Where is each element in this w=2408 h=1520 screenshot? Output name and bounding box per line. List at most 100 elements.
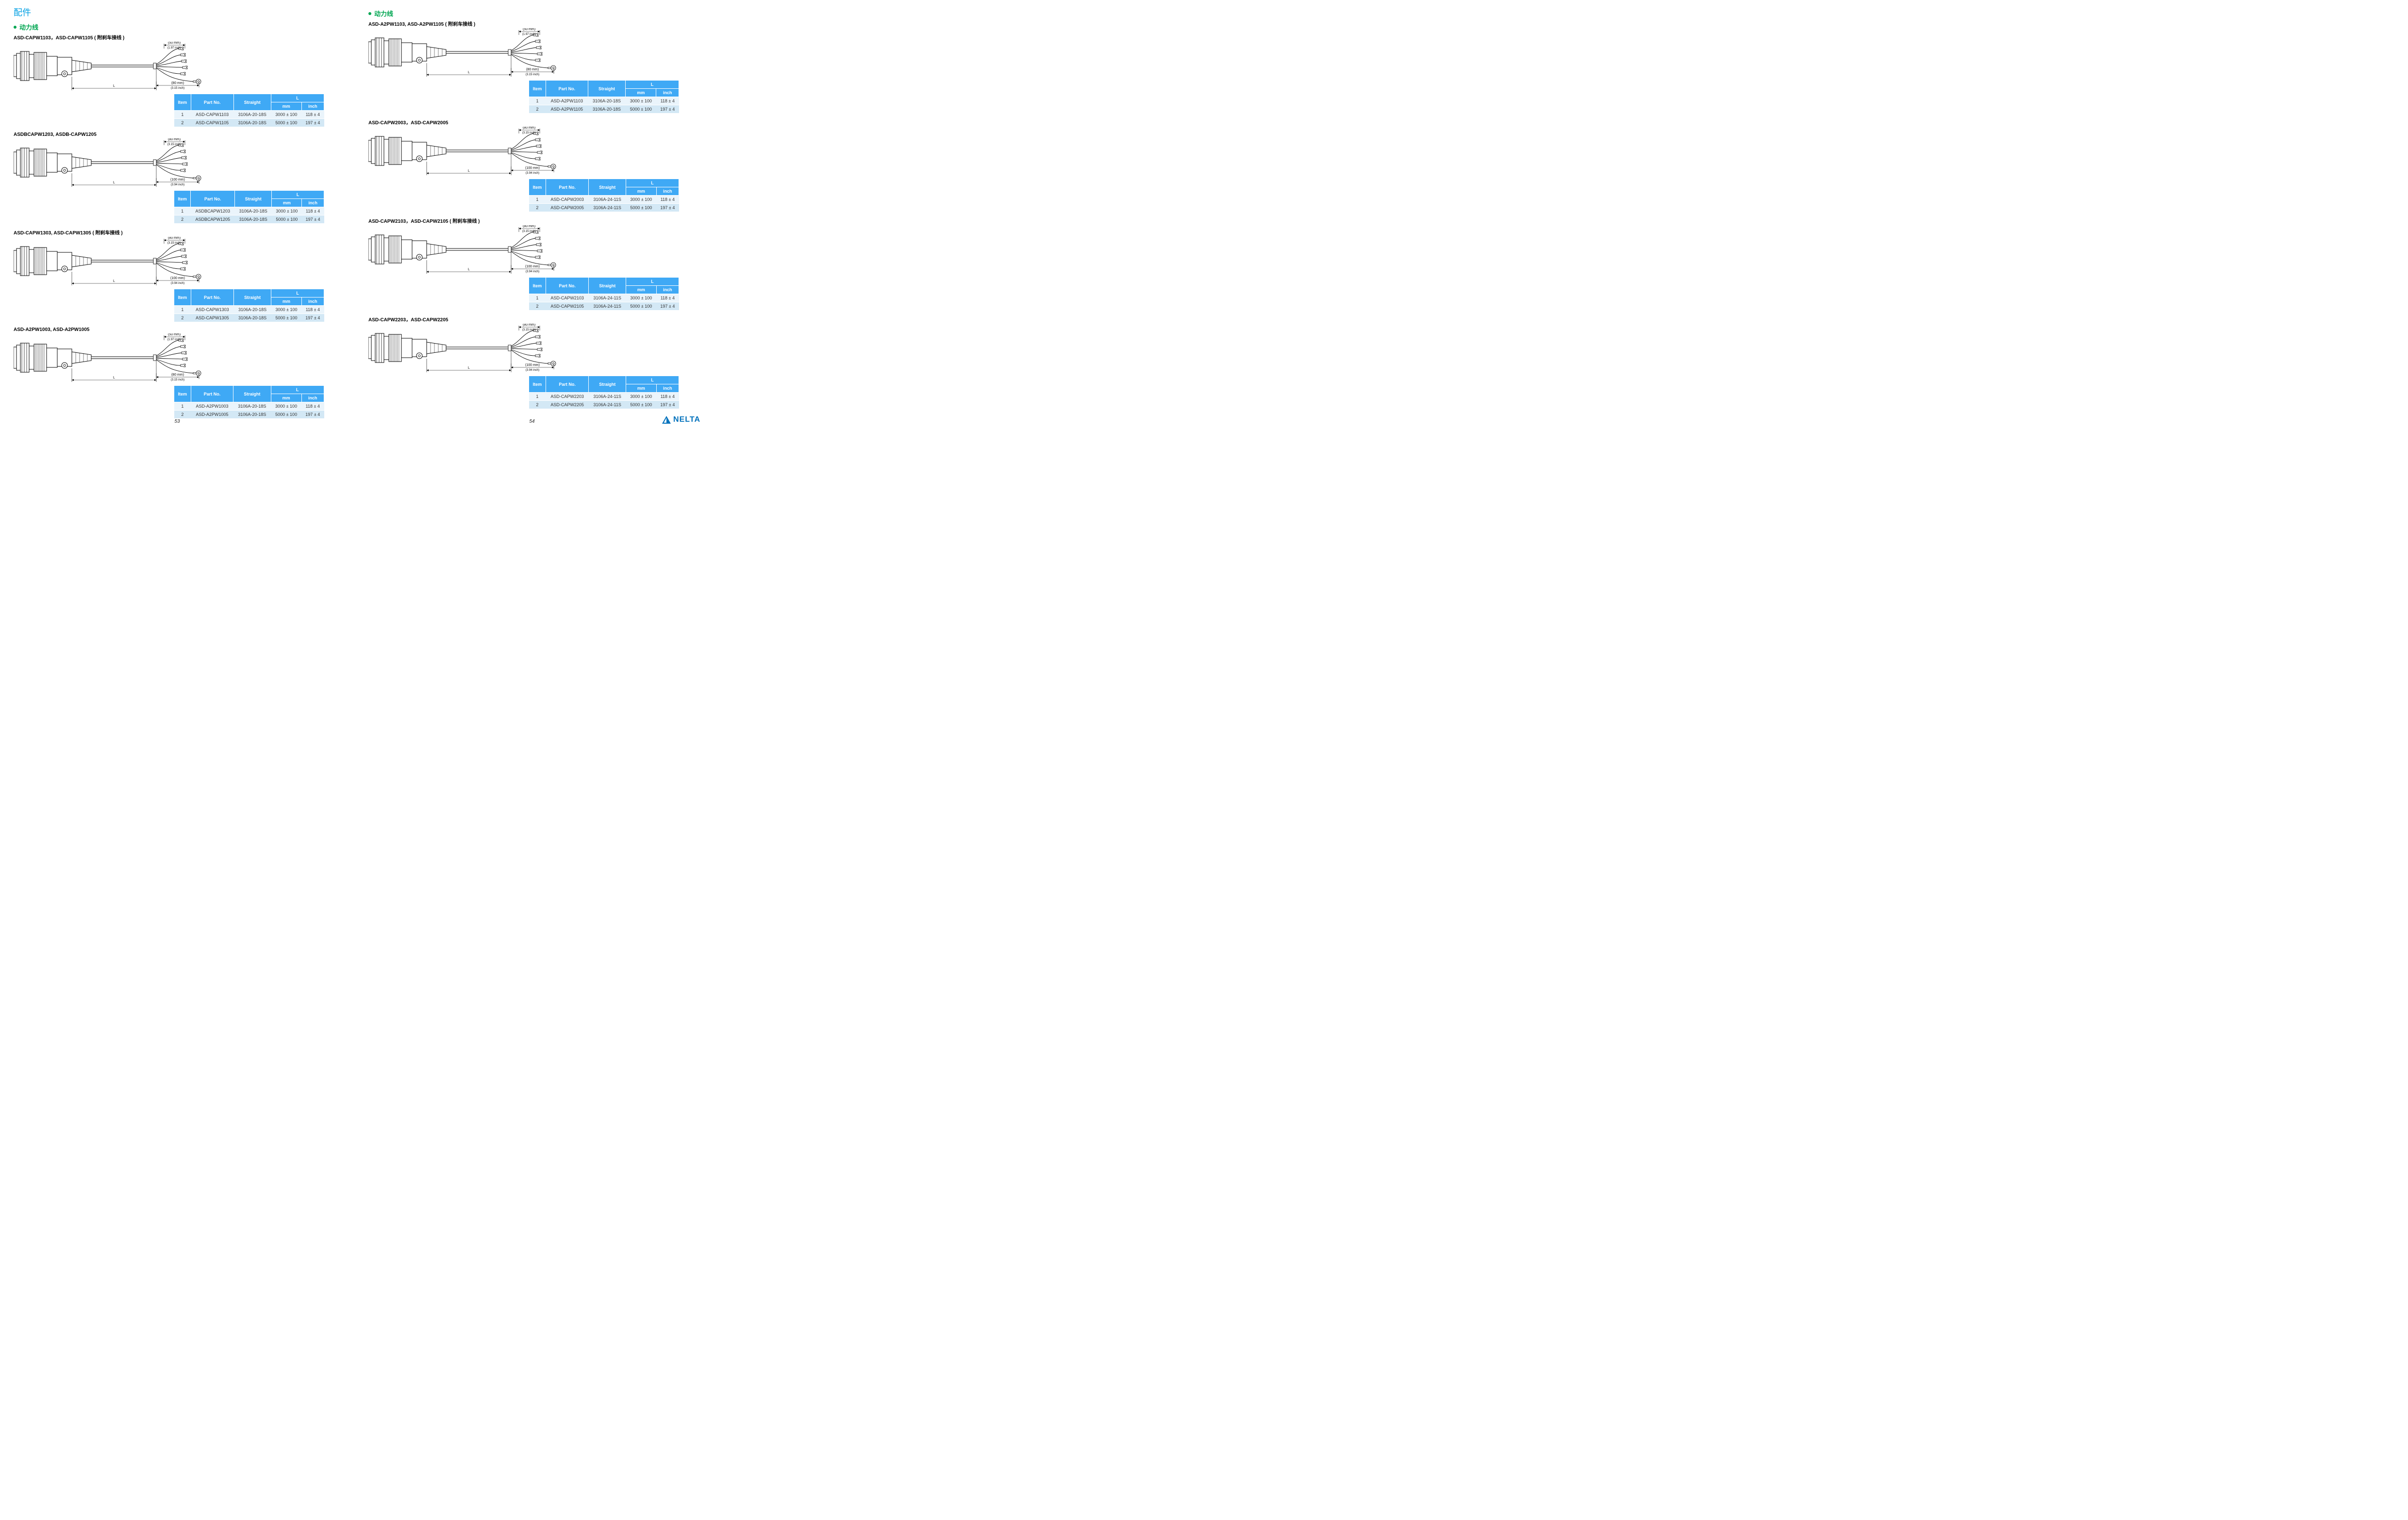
th-mm: mm (271, 297, 302, 306)
th-L: L (271, 386, 324, 394)
cable-entry: ASD-CAPW2203，ASD-CAPW2205 (80 mm) (3.15 … (368, 315, 696, 409)
th-inch: inch (656, 187, 679, 196)
cell-mm: 5000 ± 100 (271, 314, 302, 322)
th-partno: Part No. (191, 191, 235, 207)
cable-diagram: (50 mm) (1.97 inch) (80 mm) (3.15 inch) … (14, 333, 208, 384)
th-item: Item (529, 376, 546, 393)
svg-text:(80 mm): (80 mm) (526, 68, 539, 71)
cell-inch: 197 ± 4 (656, 204, 679, 212)
cable-diagram: (80 mm) (3.15 inch) (100 mm) (3.94 inch)… (14, 237, 208, 288)
cell-mm: 3000 ± 100 (626, 393, 656, 401)
svg-text:(1.97 inch): (1.97 inch) (167, 338, 181, 341)
section-heading-right: 动力线 (368, 9, 696, 18)
section-heading-left: 动力线 (14, 22, 341, 32)
cell-part: ASD-A2PW1105 (546, 105, 588, 114)
cell-part: ASD-A2PW1005 (191, 411, 233, 419)
th-item: Item (174, 386, 191, 402)
svg-text:L: L (468, 169, 470, 173)
cell-part: ASD-CAPW2103 (546, 294, 589, 302)
cell-item: 1 (529, 393, 546, 401)
th-item: Item (529, 81, 546, 97)
svg-text:(1.97 inch): (1.97 inch) (522, 33, 536, 36)
th-partno: Part No. (546, 81, 588, 97)
th-inch: inch (301, 297, 324, 306)
cell-straight: 3106A-20-18S (234, 314, 271, 322)
cell-mm: 5000 ± 100 (271, 411, 301, 419)
model-label: ASD-CAPW2203，ASD-CAPW2205 (368, 315, 696, 323)
th-inch: inch (656, 89, 679, 97)
svg-text:(3.15 inch): (3.15 inch) (171, 379, 184, 381)
page-left: 配件 动力线 ASD-CAPW1103，ASD-CAPW1105 ( 附刹车接线… (0, 0, 354, 427)
cable-diagram: (80 mm) (3.15 inch) (100 mm) (3.94 inch)… (368, 127, 563, 178)
cell-straight: 3106A-20-18S (235, 207, 272, 215)
svg-text:L: L (468, 366, 470, 370)
th-partno: Part No. (546, 376, 589, 393)
th-item: Item (529, 278, 546, 294)
cell-part: ASD-CAPW2205 (546, 401, 589, 409)
delta-triangle-icon (662, 415, 671, 424)
spec-table: Item Part No. Straight L mm inch 1 ASD-A… (529, 80, 679, 114)
th-straight: Straight (588, 81, 626, 97)
cell-inch: 197 ± 4 (656, 105, 679, 114)
th-L: L (272, 191, 324, 199)
cell-inch: 197 ± 4 (656, 401, 679, 409)
cable-entry: ASDBCAPW1203, ASDB-CAPW1205 (80 mm) (3.1… (14, 132, 341, 224)
th-partno: Part No. (546, 179, 589, 196)
svg-text:L: L (113, 280, 115, 283)
svg-text:(100 mm): (100 mm) (525, 166, 540, 170)
cell-mm: 3000 ± 100 (271, 306, 302, 314)
svg-text:(3.15 inch): (3.15 inch) (522, 329, 536, 331)
th-mm: mm (272, 199, 302, 207)
svg-text:(3.15 inch): (3.15 inch) (522, 132, 536, 134)
cell-mm: 5000 ± 100 (272, 215, 302, 224)
th-item: Item (529, 179, 546, 196)
svg-text:L: L (113, 84, 115, 88)
cell-part: ASD-CAPW1303 (191, 306, 234, 314)
cell-item: 1 (529, 196, 546, 204)
spec-table: Item Part No. Straight L mm inch 1 ASD-C… (174, 94, 324, 127)
svg-text:(80 mm): (80 mm) (168, 138, 181, 141)
cell-item: 2 (174, 411, 191, 419)
cell-inch: 197 ± 4 (656, 302, 679, 311)
cell-part: ASD-A2PW1003 (191, 402, 233, 411)
cable-diagram: (80 mm) (3.15 inch) (100 mm) (3.94 inch)… (368, 324, 563, 375)
th-inch: inch (301, 394, 324, 402)
svg-text:(3.15 inch): (3.15 inch) (171, 87, 184, 90)
th-partno: Part No. (191, 289, 234, 306)
cell-mm: 5000 ± 100 (626, 204, 656, 212)
cell-straight: 3106A-24-11S (589, 294, 626, 302)
cell-part: ASD-A2PW1103 (546, 97, 588, 105)
th-straight: Straight (589, 179, 626, 196)
cell-straight: 3106A-20-18S (233, 119, 271, 127)
svg-text:(80 mm): (80 mm) (171, 373, 184, 377)
cell-straight: 3106A-20-18S (234, 306, 271, 314)
svg-text:L: L (113, 376, 115, 380)
cell-item: 2 (174, 314, 191, 322)
svg-text:(3.94 inch): (3.94 inch) (526, 369, 539, 372)
cable-entry: ASD-CAPW2003，ASD-CAPW2005 (80 mm) (3.15 … (368, 118, 696, 212)
svg-text:(1.97 inch): (1.97 inch) (167, 47, 181, 50)
th-mm: mm (626, 187, 656, 196)
th-L: L (626, 81, 679, 89)
cell-straight: 3106A-20-18S (588, 97, 626, 105)
spec-table: Item Part No. Straight L mm inch 1 ASD-A… (174, 385, 324, 419)
cable-diagram-wrap: (80 mm) (3.15 inch) (100 mm) (3.94 inch)… (14, 237, 208, 288)
delta-logo-text: NELTA (673, 415, 700, 424)
th-L: L (271, 289, 324, 297)
cell-mm: 5000 ± 100 (626, 302, 656, 311)
th-straight: Straight (234, 289, 271, 306)
th-mm: mm (626, 384, 656, 393)
svg-text:(80 mm): (80 mm) (523, 225, 535, 228)
cable-diagram: (80 mm) (3.15 inch) (100 mm) (3.94 inch)… (14, 138, 208, 189)
th-L: L (626, 376, 679, 384)
cell-inch: 118 ± 4 (302, 207, 324, 215)
th-inch: inch (656, 384, 679, 393)
th-item: Item (174, 94, 191, 111)
svg-text:(3.94 inch): (3.94 inch) (526, 270, 539, 273)
model-label: ASDBCAPW1203, ASDB-CAPW1205 (14, 132, 341, 137)
cell-mm: 5000 ± 100 (626, 105, 656, 114)
cable-diagram: (50 mm) (1.97 inch) (80 mm) (3.15 inch) … (14, 42, 208, 93)
cell-part: ASD-CAPW2003 (546, 196, 589, 204)
cell-inch: 118 ± 4 (656, 294, 679, 302)
svg-text:(50 mm): (50 mm) (523, 28, 535, 31)
